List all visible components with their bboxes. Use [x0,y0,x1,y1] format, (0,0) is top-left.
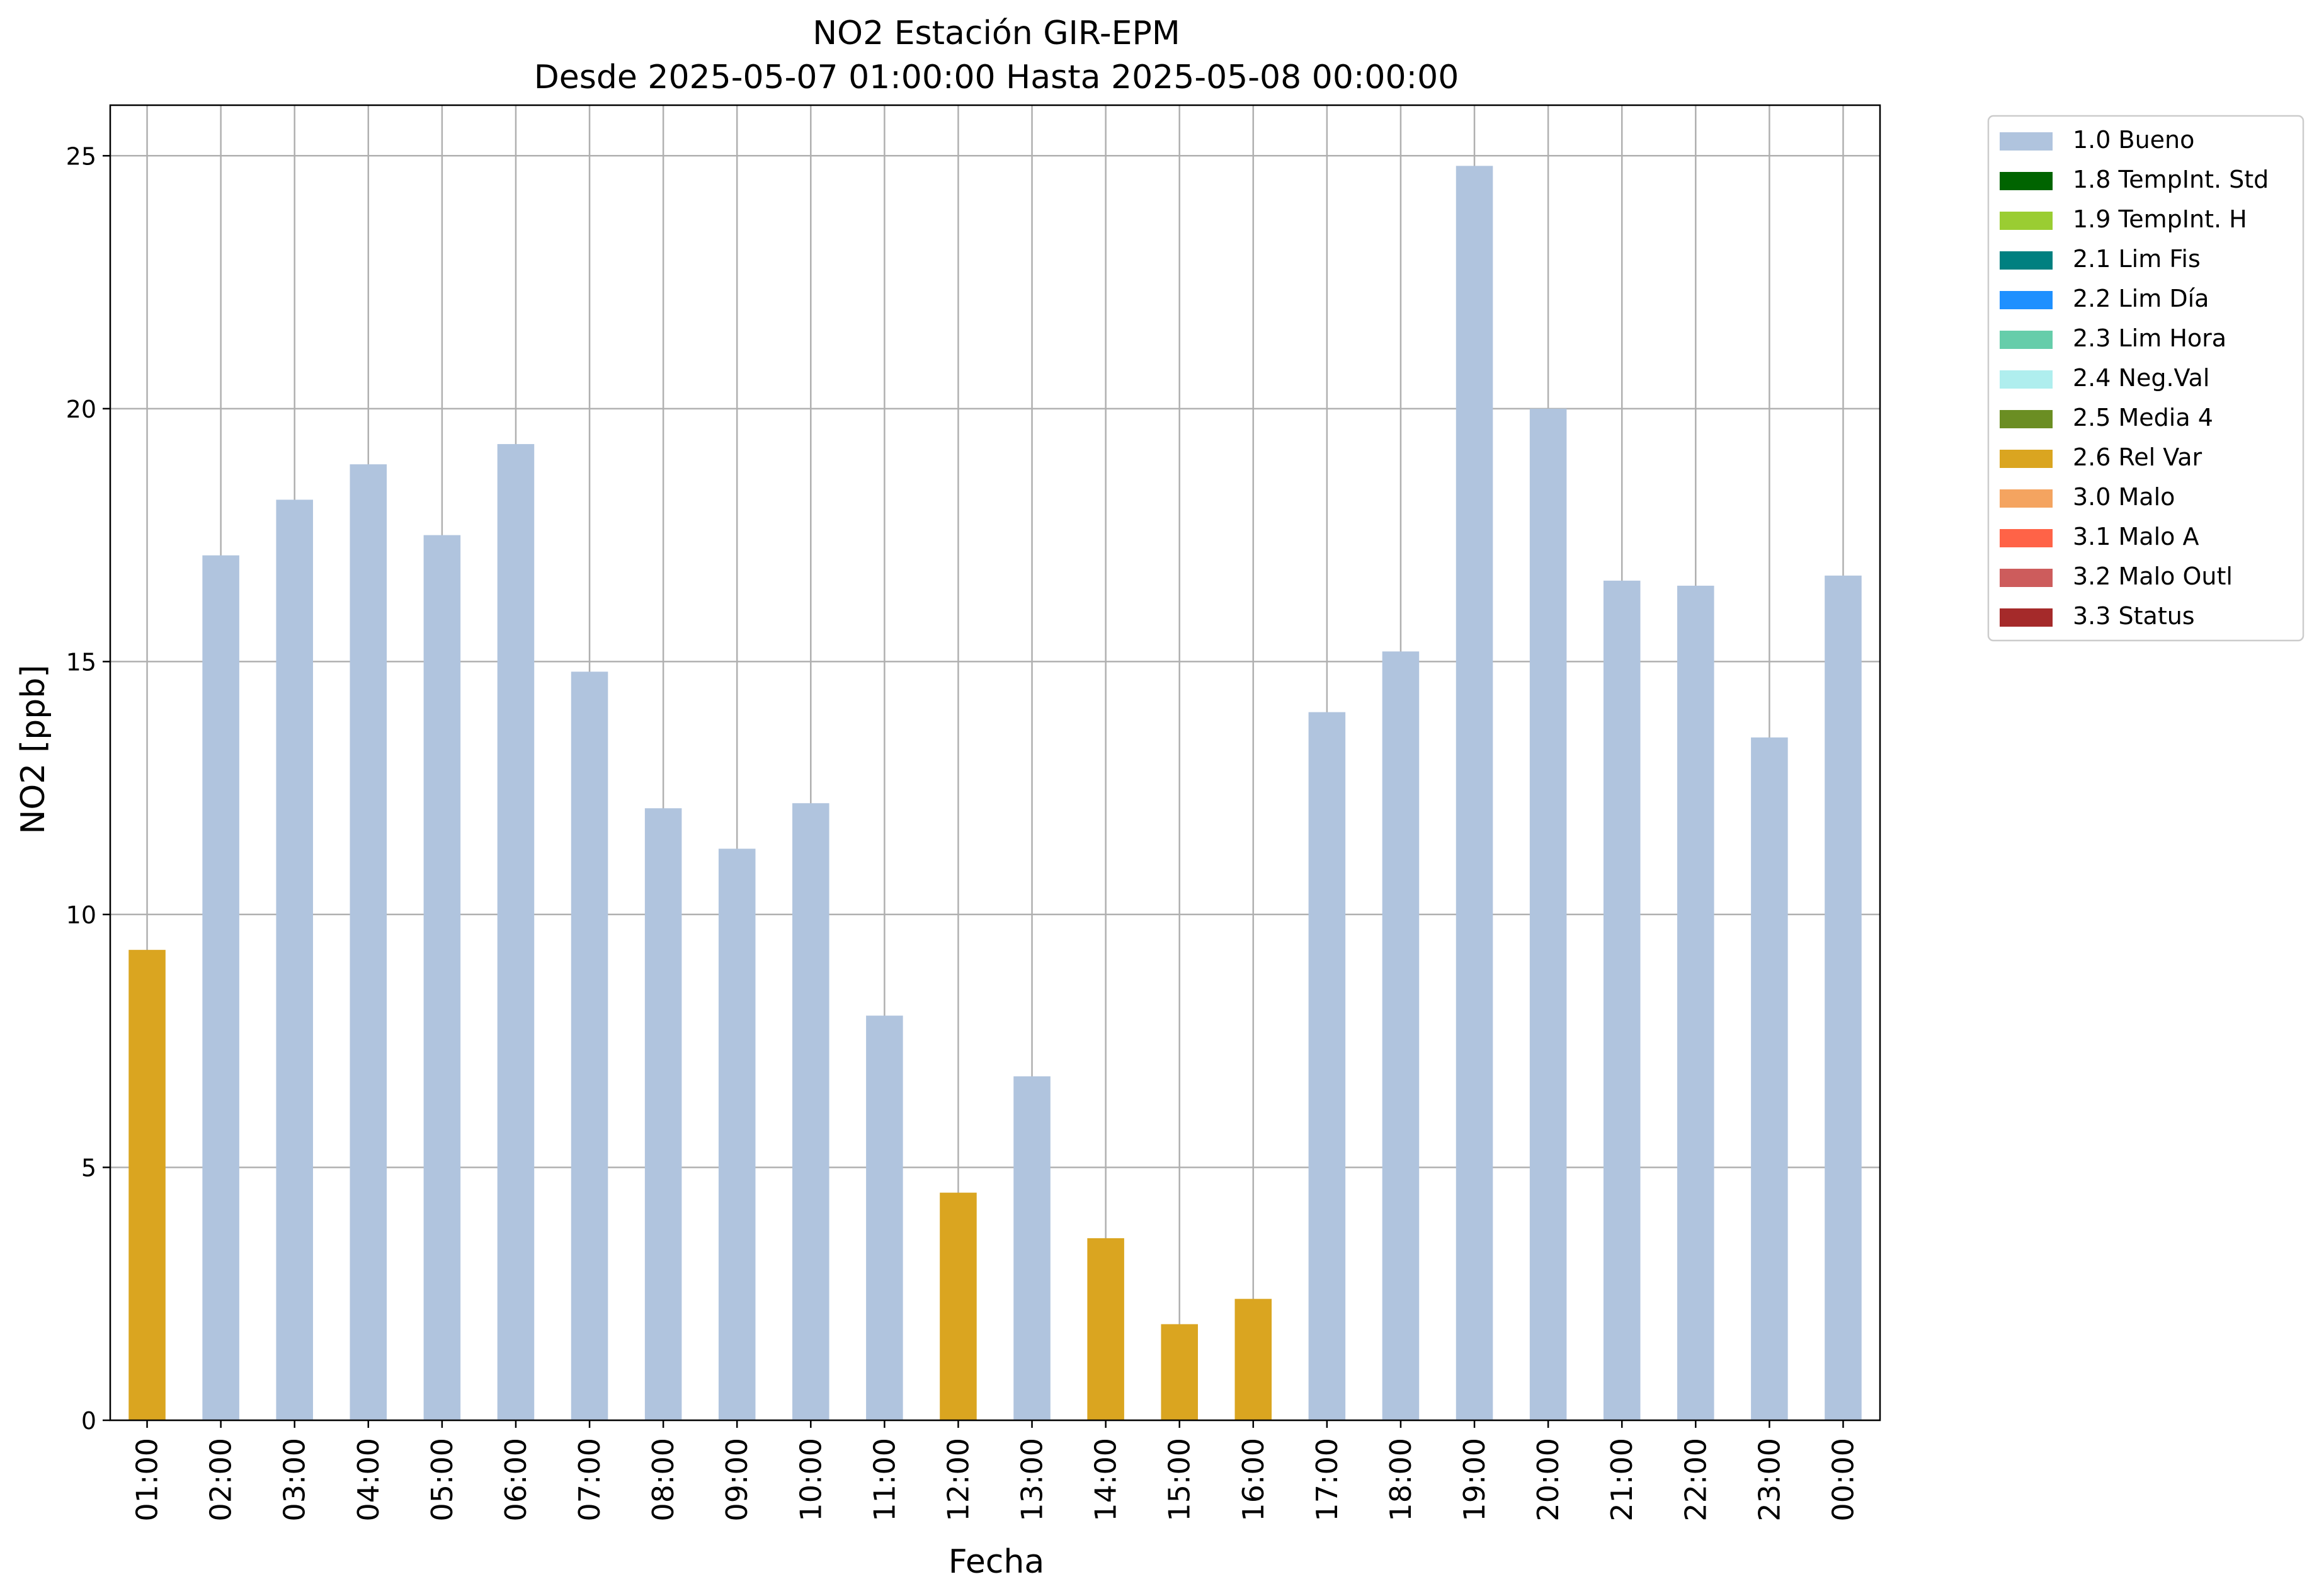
bar [423,535,461,1420]
legend-swatch [2000,450,2053,468]
bar [718,848,756,1420]
chart-subtitle: Desde 2025-05-07 01:00:00 Hasta 2025-05-… [534,59,1459,96]
legend-box [1987,115,2305,642]
bar [276,499,313,1420]
legend: 1.0 Bueno 1.8 TempInt. Std 1.9 TempInt. H 2… [1987,115,2305,642]
legend-swatch [2000,529,2053,547]
legend-label: 3.0 Malo [2073,483,2175,511]
legend-label: 2.1 Lim Fis [2073,245,2201,273]
x-tick-label: 21:00 [1605,1438,1639,1522]
y-axis-ticks: 0 5 10 15 20 25 [66,142,110,1435]
x-tick-label: 08:00 [646,1438,680,1522]
plot-frame [109,104,1881,1422]
bar [1825,575,1862,1420]
bar [1308,712,1346,1420]
bar [866,1015,903,1420]
bar [1382,651,1420,1420]
y-axis-label: NO2 [ppb] [14,664,52,834]
bar [571,671,608,1420]
legend-swatch [2000,608,2053,627]
x-tick-label: 18:00 [1384,1438,1418,1522]
x-axis-ticks: 01:00 02:00 03:00 04:00 05:00 06:00 07:00 08:00… [130,1420,1860,1522]
y-tick-label: 5 [81,1154,96,1182]
legend-swatch [2000,410,2053,428]
chart-title: NO2 Estación GIR-EPM [812,14,1180,52]
x-tick-label: 09:00 [720,1438,754,1522]
x-tick-label: 00:00 [1826,1438,1860,1522]
legend-label: 1.0 Bueno [2073,126,2194,154]
bar [644,808,682,1420]
legend-label: 2.3 Lim Hora [2073,324,2226,352]
x-tick-label: 11:00 [867,1438,901,1522]
x-tick-label: 17:00 [1310,1438,1344,1522]
legend-swatch [2000,331,2053,349]
legend-swatch [2000,291,2053,309]
x-axis-label: Fecha [949,1543,1044,1581]
bar [940,1192,977,1420]
y-tick-label: 10 [66,901,96,929]
y-tick-label: 15 [66,648,96,676]
x-tick-label: 04:00 [351,1438,385,1522]
legend-label: 3.2 Malo Outl [2073,562,2233,590]
bar [1161,1324,1198,1420]
x-tick-label: 06:00 [499,1438,533,1522]
bar [1234,1299,1272,1420]
legend-swatch [2000,569,2053,587]
x-tick-label: 05:00 [425,1438,459,1522]
x-tick-label: 03:00 [278,1438,312,1522]
x-tick-label: 23:00 [1752,1438,1786,1522]
x-tick-label: 20:00 [1531,1438,1565,1522]
legend-label: 2.5 Media 4 [2073,404,2213,431]
x-tick-label: 15:00 [1163,1438,1197,1522]
y-tick-label: 25 [66,142,96,170]
bar [497,444,535,1420]
x-tick-label: 16:00 [1236,1438,1270,1522]
legend-swatch [2000,251,2053,270]
bar [1603,580,1641,1420]
legend-label: 2.2 Lim Día [2073,285,2209,312]
bar [1456,166,1493,1420]
bar [1529,408,1567,1420]
bar [1013,1076,1051,1420]
x-tick-label: 14:00 [1089,1438,1123,1522]
legend-label: 3.1 Malo A [2073,523,2199,550]
bar [792,803,829,1420]
y-tick-label: 0 [81,1407,96,1435]
legend-label: 1.8 TempInt. Std [2073,166,2269,193]
legend-label: 2.4 Neg.Val [2073,364,2209,392]
bar [350,464,387,1421]
x-tick-label: 07:00 [573,1438,607,1522]
y-tick-label: 20 [66,396,96,423]
x-tick-label: 12:00 [941,1438,975,1522]
bar [1751,737,1788,1420]
legend-label: 3.3 Status [2073,602,2195,630]
legend-swatch [2000,132,2053,151]
x-tick-label: 01:00 [130,1438,164,1522]
bar [128,950,166,1420]
legend-label: 1.9 TempInt. H [2073,205,2247,233]
x-tick-label: 13:00 [1015,1438,1049,1522]
bar [202,555,239,1420]
legend-swatch [2000,489,2053,508]
legend-label: 2.6 Rel Var [2073,443,2202,471]
legend-swatch [2000,172,2053,190]
bars [128,166,1862,1421]
x-tick-label: 19:00 [1457,1438,1491,1522]
legend-swatch [2000,212,2053,230]
x-tick-label: 02:00 [204,1438,238,1522]
bar [1087,1238,1124,1420]
legend-swatch [2000,370,2053,389]
bar [1677,585,1714,1420]
x-tick-label: 22:00 [1678,1438,1712,1522]
x-tick-label: 10:00 [794,1438,828,1522]
